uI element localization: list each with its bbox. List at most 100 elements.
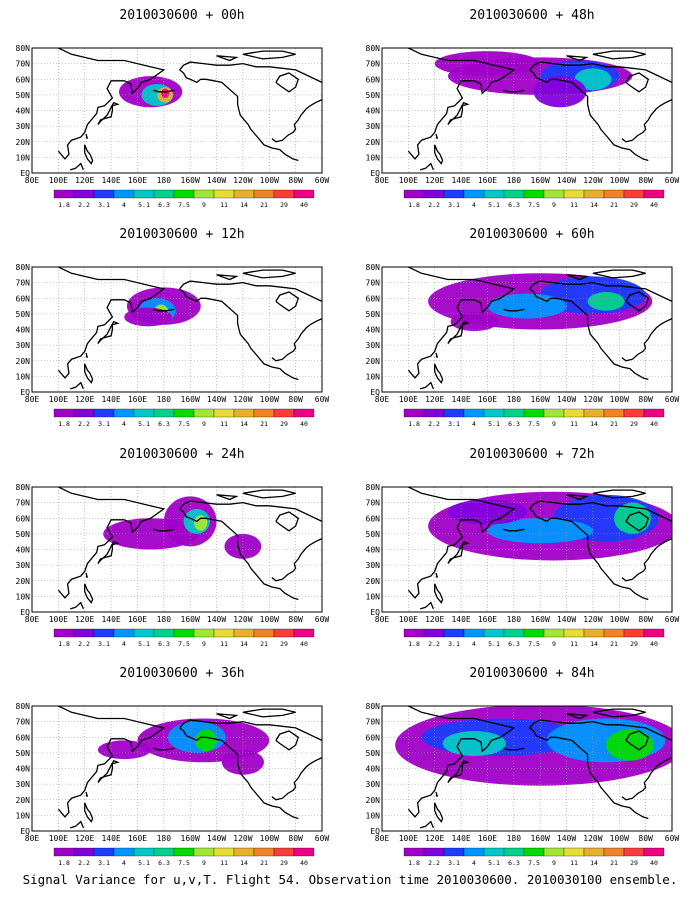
coastline	[85, 352, 89, 359]
colorbar-swatch	[173, 189, 195, 199]
lat-label: 80N	[366, 263, 381, 272]
colorbar-label: 40	[300, 859, 308, 867]
lon-label: 100E	[49, 834, 68, 843]
coastline	[435, 133, 439, 140]
map-panel: 2010030600 + 12h 80N 70N 60N 50N 40N 30N 20N 10N…	[12, 227, 352, 447]
lat-label: 80N	[16, 702, 31, 711]
lon-label: 180	[507, 176, 522, 185]
lat-label: 40N	[16, 546, 31, 555]
colorbar-swatch	[523, 189, 545, 199]
colorbar-label: 3.1	[448, 201, 460, 209]
colorbar-label: 4	[122, 859, 126, 867]
coastline	[529, 719, 672, 741]
coastline	[592, 489, 646, 499]
lat-label: 10N	[16, 153, 31, 162]
lon-label: 80W	[288, 176, 303, 185]
colorbar-swatch	[73, 408, 95, 418]
colorbar-swatch	[153, 847, 175, 857]
colorbar-label: 6.3	[158, 420, 170, 428]
colorbar-label: 7.5	[528, 640, 540, 648]
colorbar-label: 2.2	[78, 640, 90, 648]
colorbar-swatch	[543, 408, 565, 418]
coastline	[503, 308, 525, 312]
lon-label: 100E	[49, 615, 68, 624]
panel-title: 2010030600 + 60h	[469, 227, 595, 242]
coastline	[84, 363, 94, 384]
lon-label: 80W	[638, 615, 653, 624]
colorbar-label: 2.2	[78, 420, 90, 428]
colorbar-swatch	[503, 408, 525, 418]
lon-label: 60W	[665, 176, 680, 185]
colorbar-label: 11	[570, 420, 578, 428]
colorbar-swatch	[643, 189, 665, 199]
coastline	[70, 162, 85, 171]
lat-label: 30N	[16, 780, 31, 789]
colorbar-swatch	[213, 189, 235, 199]
lat-label: 70N	[366, 60, 381, 69]
coastline	[407, 267, 516, 379]
colorbar-swatch	[463, 847, 485, 857]
colorbar-label: 11	[570, 859, 578, 867]
lon-label: 160W	[531, 176, 550, 185]
coastline	[447, 320, 470, 345]
colorbar-label: 40	[650, 640, 658, 648]
coastline	[242, 50, 296, 60]
coastline	[407, 706, 516, 818]
colorbar-label: 9	[202, 201, 206, 209]
coastline	[179, 61, 322, 83]
colorbar-label: 14	[590, 201, 598, 209]
lat-label: 10N	[366, 592, 381, 601]
panel-title: 2010030600 + 84h	[469, 666, 595, 681]
colorbar-label: 29	[630, 640, 638, 648]
colorbar-swatch	[423, 847, 445, 857]
lon-label: 180	[157, 176, 172, 185]
lon-label: 140E	[101, 615, 120, 624]
coastline	[179, 69, 299, 162]
colorbar-label: 40	[650, 201, 658, 209]
colorbar-label: 3.1	[98, 859, 110, 867]
colorbar-label: 5.1	[488, 420, 500, 428]
colorbar-label: 11	[570, 640, 578, 648]
coastline	[275, 291, 300, 312]
coastline	[566, 55, 589, 62]
lon-label: 120E	[425, 176, 444, 185]
lat-label: 80N	[366, 483, 381, 492]
colorbar-swatch	[583, 189, 605, 199]
colorbar-swatch	[273, 189, 295, 199]
colorbar-swatch	[463, 408, 485, 418]
lon-label: 160W	[181, 834, 200, 843]
colorbar-swatch	[113, 189, 135, 199]
colorbar-label: 14	[240, 420, 248, 428]
variance-contour	[606, 729, 654, 761]
colorbar-swatch	[133, 189, 155, 199]
lon-label: 180	[507, 615, 522, 624]
lon-label: 100W	[260, 615, 279, 624]
lat-label: 80N	[366, 702, 381, 711]
lon-label: 160E	[128, 176, 147, 185]
lat-label: 20N	[16, 796, 31, 805]
colorbar-swatch	[403, 189, 425, 199]
lat-label: 10N	[366, 372, 381, 381]
colorbar-swatch	[563, 628, 585, 638]
coastline	[57, 487, 166, 599]
colorbar-label: 1.8	[58, 420, 70, 428]
lat-label: 10N	[16, 372, 31, 381]
colorbar-label: 7.5	[528, 859, 540, 867]
lat-label: 20N	[366, 796, 381, 805]
colorbar-swatch	[233, 408, 255, 418]
colorbar-swatch	[93, 189, 115, 199]
map-panel: 2010030600 + 60h 80N 70N 60N 50N 40N 30N 20N 10N…	[362, 227, 700, 447]
variance-contour	[194, 515, 208, 531]
coastline	[420, 162, 435, 171]
colorbar-swatch	[583, 847, 605, 857]
coastline	[407, 48, 516, 160]
colorbar-swatch	[483, 408, 505, 418]
lon-label: 140E	[451, 615, 470, 624]
colorbar-label: 29	[280, 859, 288, 867]
lon-label: 60W	[315, 176, 330, 185]
lon-label: 80E	[375, 395, 390, 404]
panel-title: 2010030600 + 24h	[119, 447, 245, 462]
lat-label: 80N	[16, 263, 31, 272]
colorbar-swatch	[643, 847, 665, 857]
lon-label: 80W	[288, 395, 303, 404]
